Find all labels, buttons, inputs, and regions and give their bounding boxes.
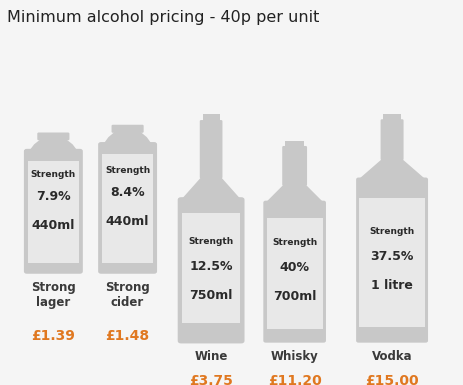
Polygon shape xyxy=(181,177,241,200)
Text: Strong
cider: Strong cider xyxy=(105,281,150,309)
Text: Strength: Strength xyxy=(271,238,317,247)
FancyBboxPatch shape xyxy=(177,197,244,343)
Text: £11.20: £11.20 xyxy=(267,374,321,385)
Bar xyxy=(102,154,153,263)
Polygon shape xyxy=(103,130,152,144)
FancyBboxPatch shape xyxy=(380,119,403,160)
Bar xyxy=(181,213,240,323)
Text: 1 litre: 1 litre xyxy=(370,279,412,291)
Text: 12.5%: 12.5% xyxy=(189,260,232,273)
Bar xyxy=(382,114,400,122)
FancyBboxPatch shape xyxy=(111,125,144,133)
Text: 440ml: 440ml xyxy=(106,215,149,228)
FancyBboxPatch shape xyxy=(356,177,427,343)
Text: £1.39: £1.39 xyxy=(31,329,75,343)
Polygon shape xyxy=(357,159,425,179)
Bar xyxy=(266,218,322,329)
Text: 7.9%: 7.9% xyxy=(36,190,70,203)
FancyBboxPatch shape xyxy=(37,132,69,140)
Text: Whisky: Whisky xyxy=(270,350,318,363)
FancyBboxPatch shape xyxy=(200,120,222,178)
FancyBboxPatch shape xyxy=(282,146,307,186)
Bar xyxy=(284,141,304,149)
Text: 700ml: 700ml xyxy=(272,290,316,303)
Text: £3.75: £3.75 xyxy=(189,374,232,385)
Text: Strong
lager: Strong lager xyxy=(31,281,75,309)
Text: Minimum alcohol pricing - 40p per unit: Minimum alcohol pricing - 40p per unit xyxy=(7,10,319,25)
Bar xyxy=(28,161,79,263)
Bar xyxy=(358,198,424,327)
Text: £15.00: £15.00 xyxy=(364,374,418,385)
Text: Wine: Wine xyxy=(194,350,227,363)
Text: 37.5%: 37.5% xyxy=(369,250,413,263)
Polygon shape xyxy=(265,184,323,203)
FancyBboxPatch shape xyxy=(98,142,156,274)
Text: 750ml: 750ml xyxy=(189,289,232,302)
Text: Vodka: Vodka xyxy=(371,350,412,363)
Text: 440ml: 440ml xyxy=(31,219,75,232)
Text: Strength: Strength xyxy=(31,170,76,179)
FancyBboxPatch shape xyxy=(24,149,82,274)
Bar xyxy=(202,114,219,123)
Polygon shape xyxy=(29,137,78,151)
Text: Strength: Strength xyxy=(369,227,414,236)
Text: 40%: 40% xyxy=(279,261,309,274)
Text: Strength: Strength xyxy=(188,237,233,246)
Text: 8.4%: 8.4% xyxy=(110,186,144,199)
Text: £1.48: £1.48 xyxy=(105,329,150,343)
Text: Strength: Strength xyxy=(105,166,150,175)
FancyBboxPatch shape xyxy=(263,201,325,343)
